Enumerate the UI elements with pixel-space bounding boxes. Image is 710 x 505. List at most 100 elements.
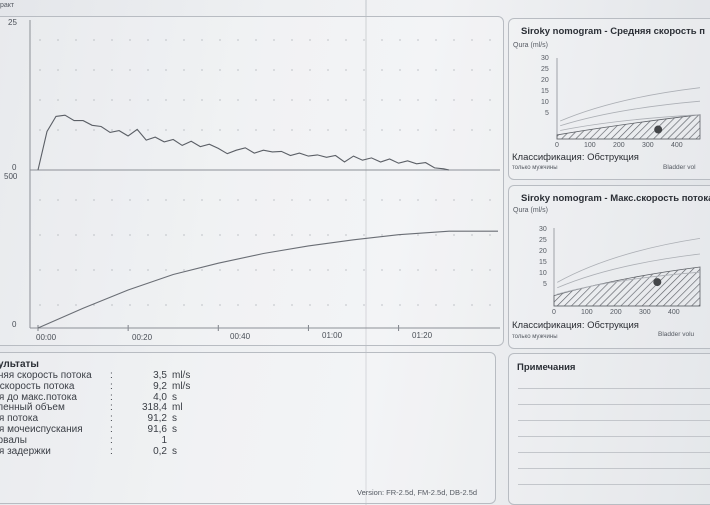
result-label: еленный объем [0, 402, 65, 414]
nomogram-1-ytick-25: 25 [541, 66, 549, 73]
grid-dot [291, 269, 293, 271]
nomogram-1-xtick-0: 0 [555, 142, 559, 149]
grid-dot [39, 39, 41, 41]
grid-dot [309, 69, 311, 71]
nomogram-percentile-curve [557, 238, 701, 283]
grid-dot [129, 269, 131, 271]
grid-dot [93, 99, 95, 101]
grid-dot [471, 69, 473, 71]
grid-dot [327, 199, 329, 201]
grid-dot [273, 69, 275, 71]
nomogram-percentile-curve [560, 87, 701, 122]
grid-dot [237, 269, 239, 271]
grid-dot [291, 304, 293, 306]
grid-dot [399, 99, 401, 101]
grid-dot [111, 69, 113, 71]
grid-dot [327, 234, 329, 236]
result-value: 1 [161, 434, 167, 446]
nomogram-1-classification: Классификация: Обструкция [512, 152, 639, 163]
grid-dot [255, 69, 257, 71]
result-value: 4,0 [153, 391, 167, 403]
grid-dot [75, 269, 77, 271]
grid-dot [309, 304, 311, 306]
grid-dot [399, 199, 401, 201]
nomogram-1-xtick-200: 200 [613, 142, 625, 149]
note-line [518, 420, 710, 421]
result-row: мя потока: 91,2 s [0, 413, 292, 425]
grid-dot [327, 99, 329, 101]
nomogram-1-xtick-100: 100 [584, 142, 596, 149]
grid-dot [111, 234, 113, 236]
result-label: мя до макс.потока [0, 391, 77, 403]
nomogram-1-xtick-300: 300 [642, 142, 654, 149]
grid-dot [219, 304, 221, 306]
grid-dot [345, 129, 347, 131]
grid-dot [111, 199, 113, 201]
nomogram-2-ytick-30: 30 [539, 226, 547, 233]
grid-dot [453, 69, 455, 71]
nomogram-1-ytick-30: 30 [541, 55, 549, 62]
result-unit: s [172, 424, 177, 435]
grid-dot [129, 199, 131, 201]
grid-dot [93, 129, 95, 131]
grid-dot [417, 69, 419, 71]
grid-dot [165, 129, 167, 131]
grid-dot [147, 99, 149, 101]
grid-dot [327, 69, 329, 71]
grid-dot [363, 199, 365, 201]
result-row: мя до макс.потока: 4,0 s [0, 391, 292, 404]
grid-dot [435, 99, 437, 101]
result-row: еленный объем: 318,4 ml [0, 403, 292, 414]
result-label: с.скорость потока [0, 380, 75, 392]
result-label: ервалы [0, 434, 27, 446]
grid-dot [345, 39, 347, 41]
volume-y-min-label: 0 [12, 320, 17, 329]
grid-dot [345, 199, 347, 201]
result-row: мя задержки: 0,2 s [0, 446, 292, 458]
grid-dot [147, 199, 149, 201]
grid-dot [399, 69, 401, 71]
grid-dot [183, 234, 185, 236]
result-value: 3,5 [153, 370, 167, 381]
grid-dot [165, 199, 167, 201]
grid-dot [183, 199, 185, 201]
grid-dot [255, 129, 257, 131]
grid-dot [165, 234, 167, 236]
time-tick-3: 01:00 [322, 331, 343, 340]
grid-dot [291, 199, 293, 201]
grid-dot [363, 39, 365, 41]
grid-dot [489, 129, 491, 131]
nomogram-percentile-curve [557, 253, 701, 289]
grid-dot [363, 269, 365, 271]
grid-dot [219, 199, 221, 201]
grid-dot [39, 199, 41, 201]
grid-dot [219, 39, 221, 41]
result-unit: s [172, 391, 177, 403]
result-unit: ml/s [172, 370, 191, 381]
grid-dot [273, 129, 275, 131]
note-line [518, 404, 710, 405]
grid-dot [381, 199, 383, 201]
grid-dot [291, 99, 293, 101]
grid-dot [201, 234, 203, 236]
grid-dot [471, 234, 473, 236]
results-panel [0, 352, 496, 504]
nomogram-max-flow-panel [508, 185, 710, 349]
grid-dot [489, 39, 491, 41]
grid-dot [381, 269, 383, 271]
page-fold [365, 0, 367, 505]
grid-dot [219, 269, 221, 271]
grid-dot [57, 69, 59, 71]
grid-dot [417, 234, 419, 236]
grid-dot [471, 39, 473, 41]
grid-dot [57, 304, 59, 306]
nomogram-patient-point [654, 125, 663, 134]
flow-volume-chart-panel [0, 16, 504, 346]
grid-dot [255, 39, 257, 41]
grid-dot [237, 199, 239, 201]
grid-dot [147, 234, 149, 236]
nomogram-2-xlabel: Bladder volu [658, 331, 695, 338]
nomogram-1-ytick-15: 15 [541, 88, 549, 95]
grid-dot [435, 234, 437, 236]
grid-dot [75, 304, 77, 306]
